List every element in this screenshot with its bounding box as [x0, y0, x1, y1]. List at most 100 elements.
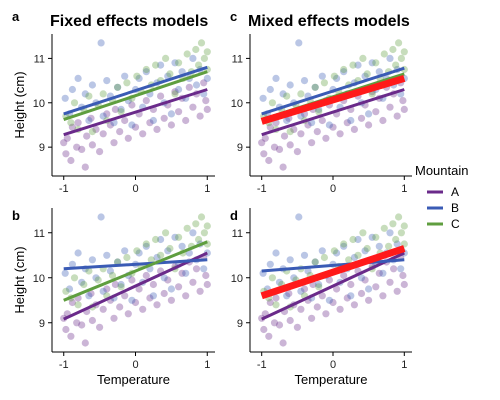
data-point-a — [276, 321, 283, 328]
data-point-a — [143, 97, 150, 104]
data-point-c — [389, 220, 396, 227]
data-point-b — [326, 297, 333, 304]
data-point-c — [75, 301, 82, 308]
data-point-a — [365, 297, 372, 304]
data-point-a — [358, 290, 365, 297]
data-point-c — [312, 84, 319, 91]
data-point-b — [85, 292, 92, 299]
y-tick-label: 11 — [34, 228, 45, 240]
data-point-b — [62, 95, 69, 102]
data-point-a — [276, 146, 283, 153]
panel-letter: a — [12, 9, 20, 24]
data-point-a — [182, 117, 189, 124]
data-point-c — [71, 274, 78, 281]
data-point-a — [390, 265, 397, 272]
legend-entries: ABC — [427, 185, 460, 231]
data-point-a — [197, 288, 204, 295]
data-point-a — [125, 135, 132, 142]
data-point-c — [204, 48, 211, 55]
x-tick-label: 1 — [204, 183, 210, 195]
data-point-c — [283, 93, 290, 100]
data-point-b — [287, 256, 294, 263]
data-point-a — [161, 290, 168, 297]
data-point-a — [150, 281, 157, 288]
data-point-c — [381, 225, 388, 232]
data-point-a — [189, 279, 196, 286]
panel-title: Fixed effects models — [50, 13, 208, 30]
data-point-c — [331, 73, 338, 80]
data-point-b — [267, 86, 274, 93]
y-tick-label: 9 — [237, 142, 243, 154]
data-point-a — [197, 113, 204, 120]
legend-label-c: C — [451, 217, 460, 231]
data-point-b — [75, 75, 82, 82]
data-point-c — [321, 79, 328, 86]
y-tick-label: 11 — [232, 228, 243, 240]
data-point-a — [82, 164, 89, 171]
data-point-c — [123, 254, 130, 261]
data-point-a — [260, 150, 267, 157]
points-group — [258, 39, 408, 170]
data-point-a — [157, 93, 164, 100]
data-point-a — [202, 272, 209, 279]
data-point-a — [337, 306, 344, 313]
data-point-c — [67, 119, 74, 126]
legend-label-a: A — [451, 185, 459, 199]
data-point-a — [78, 321, 85, 328]
data-point-b — [295, 213, 302, 220]
data-point-a — [379, 292, 386, 299]
data-point-c — [175, 234, 182, 241]
data-point-a — [314, 303, 321, 310]
data-point-a — [401, 106, 408, 113]
data-point-c — [133, 247, 140, 254]
data-point-c — [118, 283, 125, 290]
data-point-a — [110, 315, 117, 322]
data-point-b — [267, 261, 274, 268]
data-point-c — [312, 258, 319, 265]
data-point-c — [195, 62, 202, 69]
panel-letter: d — [230, 208, 238, 223]
y-tick-label: 10 — [231, 273, 243, 285]
data-point-c — [354, 252, 361, 259]
data-point-b — [301, 77, 308, 84]
data-point-c — [192, 46, 199, 53]
data-point-b — [103, 77, 110, 84]
y-tick-label: 10 — [33, 98, 45, 110]
data-point-b — [319, 73, 326, 80]
data-point-a — [193, 265, 200, 272]
data-point-c — [269, 99, 276, 106]
data-point-b — [189, 55, 196, 62]
y-tick-label: 9 — [39, 142, 45, 154]
data-point-b — [397, 265, 404, 272]
data-point-c — [157, 252, 164, 259]
data-point-a — [297, 130, 304, 137]
x-tick-label: 0 — [330, 183, 336, 195]
data-point-a — [121, 117, 128, 124]
data-point-c — [184, 50, 191, 57]
panel-title: Mixed effects models — [248, 13, 410, 30]
data-point-a — [265, 333, 272, 340]
data-point-c — [95, 276, 102, 283]
data-point-a — [347, 281, 354, 288]
x-tick-label: 0 — [132, 359, 138, 371]
data-point-b — [319, 247, 326, 254]
data-point-a — [189, 104, 196, 111]
data-point-b — [204, 75, 211, 82]
x-tick-label: 1 — [401, 183, 407, 195]
data-point-a — [322, 135, 329, 142]
data-point-c — [364, 245, 371, 252]
legend: Mountain ABC — [415, 163, 468, 231]
data-point-b — [150, 117, 157, 124]
data-point-b — [326, 121, 333, 128]
data-point-c — [162, 229, 169, 236]
data-point-a — [83, 133, 90, 140]
x-tick-label: -1 — [257, 183, 267, 195]
data-point-a — [139, 306, 146, 313]
data-point-b — [272, 75, 279, 82]
data-point-a — [204, 106, 211, 113]
data-point-c — [287, 128, 294, 135]
data-point-a — [161, 115, 168, 122]
data-point-b — [69, 86, 76, 93]
data-point-a — [78, 146, 85, 153]
data-point-b — [89, 81, 96, 88]
